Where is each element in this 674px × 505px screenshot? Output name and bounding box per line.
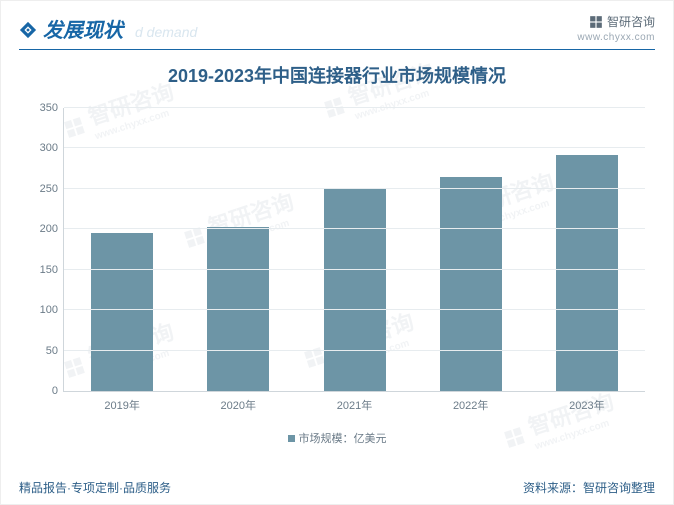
diamond-icon [19, 21, 35, 37]
footer-right: 资料来源：智研咨询整理 [523, 479, 655, 496]
bar-slot: 2023年 [556, 108, 618, 391]
bar [91, 233, 153, 391]
grid-line [64, 269, 645, 270]
header-divider [19, 49, 655, 50]
brand-url: www.chyxx.com [577, 32, 655, 43]
bar [324, 189, 386, 391]
grid-line [64, 350, 645, 351]
bar [440, 177, 502, 391]
x-tick-label: 2019年 [91, 397, 153, 413]
bar-slot: 2021年 [324, 108, 386, 391]
plot-area: 2019年2020年2021年2022年2023年 05010015020025… [63, 108, 645, 392]
header: 发展现状 d demand 智研咨询 www.chyxx.com [1, 1, 673, 49]
bar-slot: 2019年 [91, 108, 153, 391]
y-tick-label: 100 [24, 304, 58, 316]
grid-line [64, 228, 645, 229]
legend-label: 市场规模：亿美元 [299, 430, 387, 446]
brand-text: 智研咨询 [607, 13, 655, 30]
bars-group: 2019年 2020年 2021年 2022年 2023年 [64, 108, 645, 391]
y-tick-label: 350 [24, 102, 58, 114]
y-tick-label: 150 [24, 264, 58, 276]
footer-left: 精品报告·专项定制·品质服务 [19, 479, 171, 496]
bar-slot: 2022年 [440, 108, 502, 391]
legend-swatch [288, 435, 295, 442]
header-brand: 智研咨询 www.chyxx.com [577, 13, 655, 43]
legend: 市场规模：亿美元 [1, 430, 673, 446]
chart-area: 2019年 2020年 2021年 2022年 2023年 0 50 100 150 200 25… [23, 102, 651, 422]
footer: 精品报告·专项定制·品质服务 资料来源：智研咨询整理 [1, 479, 673, 496]
brand-icon [589, 15, 603, 29]
y-tick-label: 50 [24, 345, 58, 357]
grid-line [64, 147, 645, 148]
y-tick-label: 0 [24, 385, 58, 397]
chart-title: 2019-2023年中国连接器行业市场规模情况 [1, 62, 673, 88]
x-tick-label: 2020年 [207, 397, 269, 413]
y-tick-label: 200 [24, 223, 58, 235]
bar [556, 155, 618, 391]
header-left: 发展现状 d demand [19, 14, 197, 43]
x-tick-label: 2022年 [440, 397, 502, 413]
y-tick-label: 250 [24, 183, 58, 195]
grid-line [64, 309, 645, 310]
x-tick-label: 2021年 [324, 397, 386, 413]
y-tick-label: 300 [24, 142, 58, 154]
section-subtitle: d demand [135, 24, 197, 40]
x-tick-label: 2023年 [556, 397, 618, 413]
chart-container: 智研咨询www.chyxx.com 智研咨询www.chyxx.com 智研咨询… [0, 0, 674, 505]
section-title: 发展现状 [43, 14, 123, 43]
grid-line [64, 107, 645, 108]
grid-line [64, 188, 645, 189]
bar-slot: 2020年 [207, 108, 269, 391]
